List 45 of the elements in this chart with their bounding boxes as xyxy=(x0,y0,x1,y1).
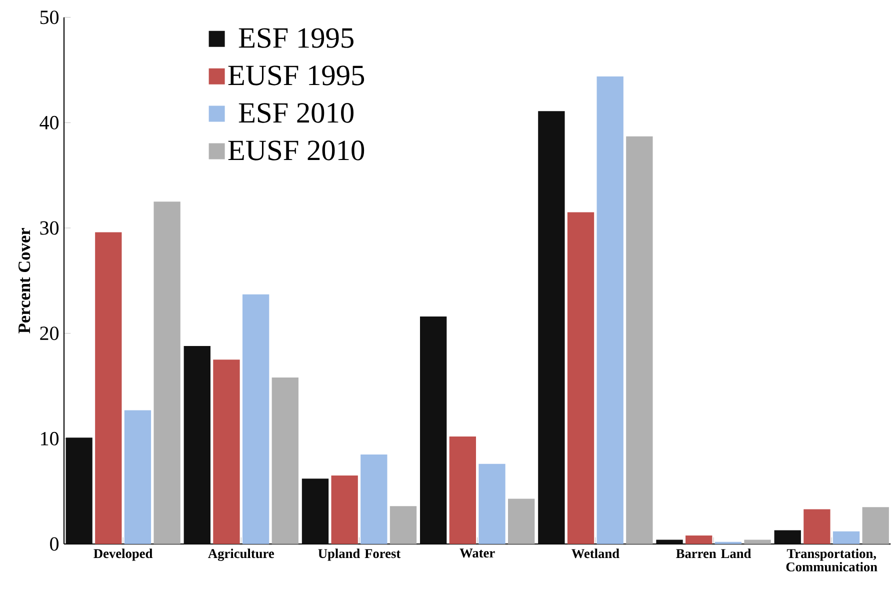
x-tick-label: Developed xyxy=(94,548,153,561)
x-tick-label: Agriculture xyxy=(208,548,274,561)
bar xyxy=(686,536,712,544)
bar xyxy=(862,507,889,544)
bar xyxy=(124,410,152,544)
x-tick-label: Upland Forest xyxy=(318,548,401,561)
x-tick-label: Barren Land xyxy=(676,548,752,558)
y-tick-label: 20 xyxy=(40,326,59,340)
y-tick-label: 0 xyxy=(50,537,59,551)
bar xyxy=(804,509,830,544)
bar xyxy=(567,212,594,544)
bar xyxy=(66,438,92,544)
bar xyxy=(360,454,388,544)
bar xyxy=(774,530,801,544)
bar xyxy=(744,540,771,544)
legend-label: ESF 1995 xyxy=(238,28,354,48)
bar xyxy=(302,478,329,544)
y-tick-label: 30 xyxy=(40,221,59,235)
bar xyxy=(331,476,358,544)
x-tick-label: Transportation, Communication xyxy=(786,548,878,572)
bar xyxy=(213,360,240,544)
bar xyxy=(420,316,447,544)
bar xyxy=(656,540,683,544)
bar xyxy=(390,506,417,544)
bar xyxy=(832,531,860,544)
bar xyxy=(184,346,210,544)
legend-label: EUSF 2010 xyxy=(228,140,364,160)
bar xyxy=(95,232,122,544)
bar xyxy=(242,294,270,544)
bar xyxy=(508,498,535,544)
bar xyxy=(154,202,180,544)
legend-label: EUSF 1995 xyxy=(228,66,364,86)
bar xyxy=(449,436,476,544)
x-tick-label: Water xyxy=(460,548,495,558)
legend-label: ESF 2010 xyxy=(238,103,354,123)
bar xyxy=(272,378,298,544)
y-tick-label: 50 xyxy=(40,10,59,24)
bar xyxy=(538,111,565,544)
y-tick-label: 40 xyxy=(40,116,59,130)
bar xyxy=(478,464,506,544)
y-tick-label: 10 xyxy=(41,432,59,446)
x-tick-label: Wetland xyxy=(572,548,620,558)
y-axis-title: Percent Cover xyxy=(18,228,30,334)
bar xyxy=(596,76,624,544)
bar xyxy=(626,136,653,544)
